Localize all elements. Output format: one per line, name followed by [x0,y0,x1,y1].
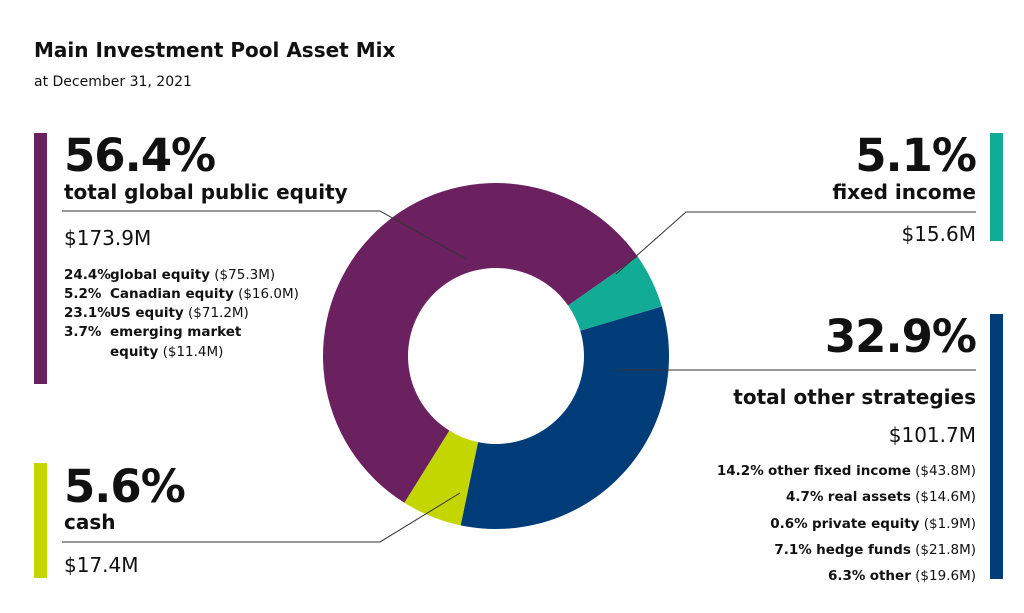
equity-breakdown-row: 3.7% emerging market equity ($11.4M) [64,324,242,360]
equity-percent: 56.4% [64,129,216,182]
other-breakdown-row: 14.2% other fixed income ($43.8M) [716,463,976,479]
equity-breakdown-row: 23.1% US equity ($71.2M) [64,305,249,322]
equity-color-bar [34,133,47,384]
equity-label: total global public equity [64,180,348,204]
other-label: total other strategies [733,385,976,409]
slice-fixed-income [568,256,662,331]
callout-line-equity [62,210,467,260]
fixed-income-percent: 5.1% [855,129,977,182]
cash-color-bar [34,463,47,578]
other-breakdown-row: 7.1% hedge funds ($21.8M) [774,541,976,558]
other-breakdown-row: 4.7% real assets ($14.6M) [786,489,976,506]
other-breakdown: 14.2% other fixed income ($43.8M) 4.7% r… [717,458,976,590]
other-percent: 32.9% [824,310,977,363]
cash-percent: 5.6% [64,460,186,513]
chart-title: Main Investment Pool Asset Mix [34,38,396,62]
fixed-income-color-bar [990,133,1003,241]
equity-amount: $173.9M [64,226,152,250]
other-amount: $101.7M [888,423,976,447]
fixed-income-label: fixed income [832,180,976,204]
fixed-income-amount: $15.6M [901,222,976,246]
equity-breakdown-row: 24.4% global equity ($75.3M) [64,267,276,283]
other-breakdown-row: 6.3% other ($19.6M) [827,568,976,585]
callout-line-cash [62,492,461,543]
equity-breakdown: 24.4% global equity ($75.3M) 5.2% Canadian… [64,266,334,362]
other-breakdown-row: 0.6% private equity ($1.9M) [770,515,976,532]
chart-subtitle: at December 31, 2021 [34,74,192,90]
other-color-bar [990,314,1003,579]
slice-equity [322,182,638,503]
slice-other [460,306,669,529]
callout-line-fixed-income [615,211,976,275]
cash-label: cash [64,510,116,534]
cash-amount: $17.4M [64,553,139,577]
equity-breakdown-row: 5.2% Canadian equity ($16.0M) [64,286,299,303]
slice-cash [404,430,479,526]
